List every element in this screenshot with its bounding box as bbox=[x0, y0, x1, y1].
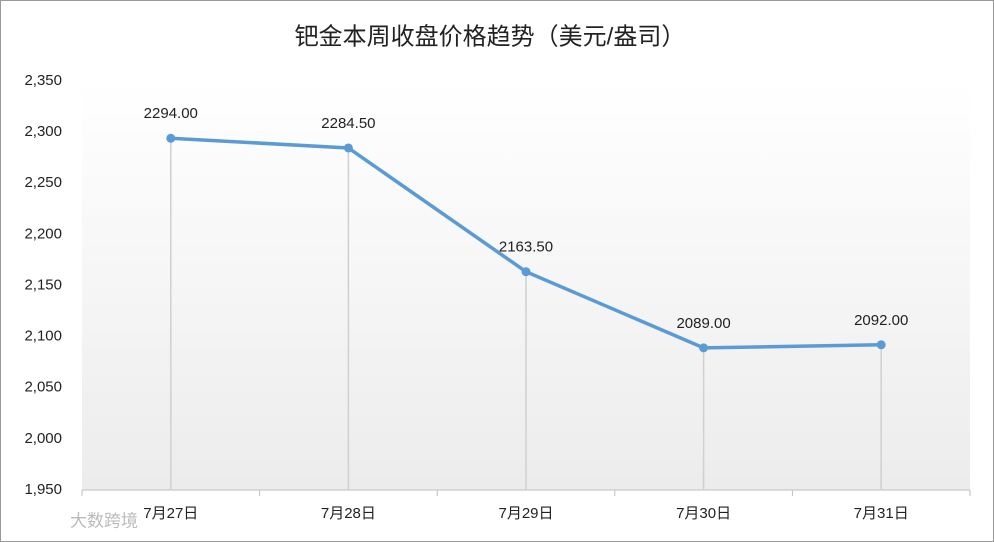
y-tick-label: 2,000 bbox=[24, 430, 62, 447]
data-label: 2163.50 bbox=[499, 239, 553, 256]
watermark: 大数跨境 bbox=[70, 511, 138, 530]
data-label: 2284.50 bbox=[321, 115, 375, 132]
y-tick-label: 2,300 bbox=[24, 123, 62, 140]
data-label: 2294.00 bbox=[144, 105, 198, 122]
chart-title: 钯金本周收盘价格趋势（美元/盎司） bbox=[295, 23, 686, 50]
point bbox=[166, 133, 176, 143]
y-tick-label: 1,950 bbox=[24, 481, 62, 498]
x-tick-label: 7月27日 bbox=[143, 505, 198, 522]
x-tick-label: 7月28日 bbox=[321, 505, 376, 522]
y-tick-label: 2,200 bbox=[24, 225, 62, 242]
x-tick-label: 7月31日 bbox=[854, 505, 909, 522]
data-label: 2089.00 bbox=[676, 315, 730, 332]
y-tick-label: 2,250 bbox=[24, 174, 62, 191]
x-tick-label: 7月29日 bbox=[498, 505, 553, 522]
y-tick-label: 2,100 bbox=[24, 328, 62, 345]
point bbox=[521, 267, 531, 277]
x-tick-label: 7月30日 bbox=[676, 505, 731, 522]
y-tick-label: 2,350 bbox=[24, 72, 62, 89]
data-label: 2092.00 bbox=[854, 312, 908, 329]
y-tick-label: 2,150 bbox=[24, 276, 62, 293]
y-tick-label: 2,050 bbox=[24, 379, 62, 396]
point bbox=[343, 143, 353, 153]
point bbox=[876, 340, 886, 350]
point bbox=[699, 343, 709, 353]
